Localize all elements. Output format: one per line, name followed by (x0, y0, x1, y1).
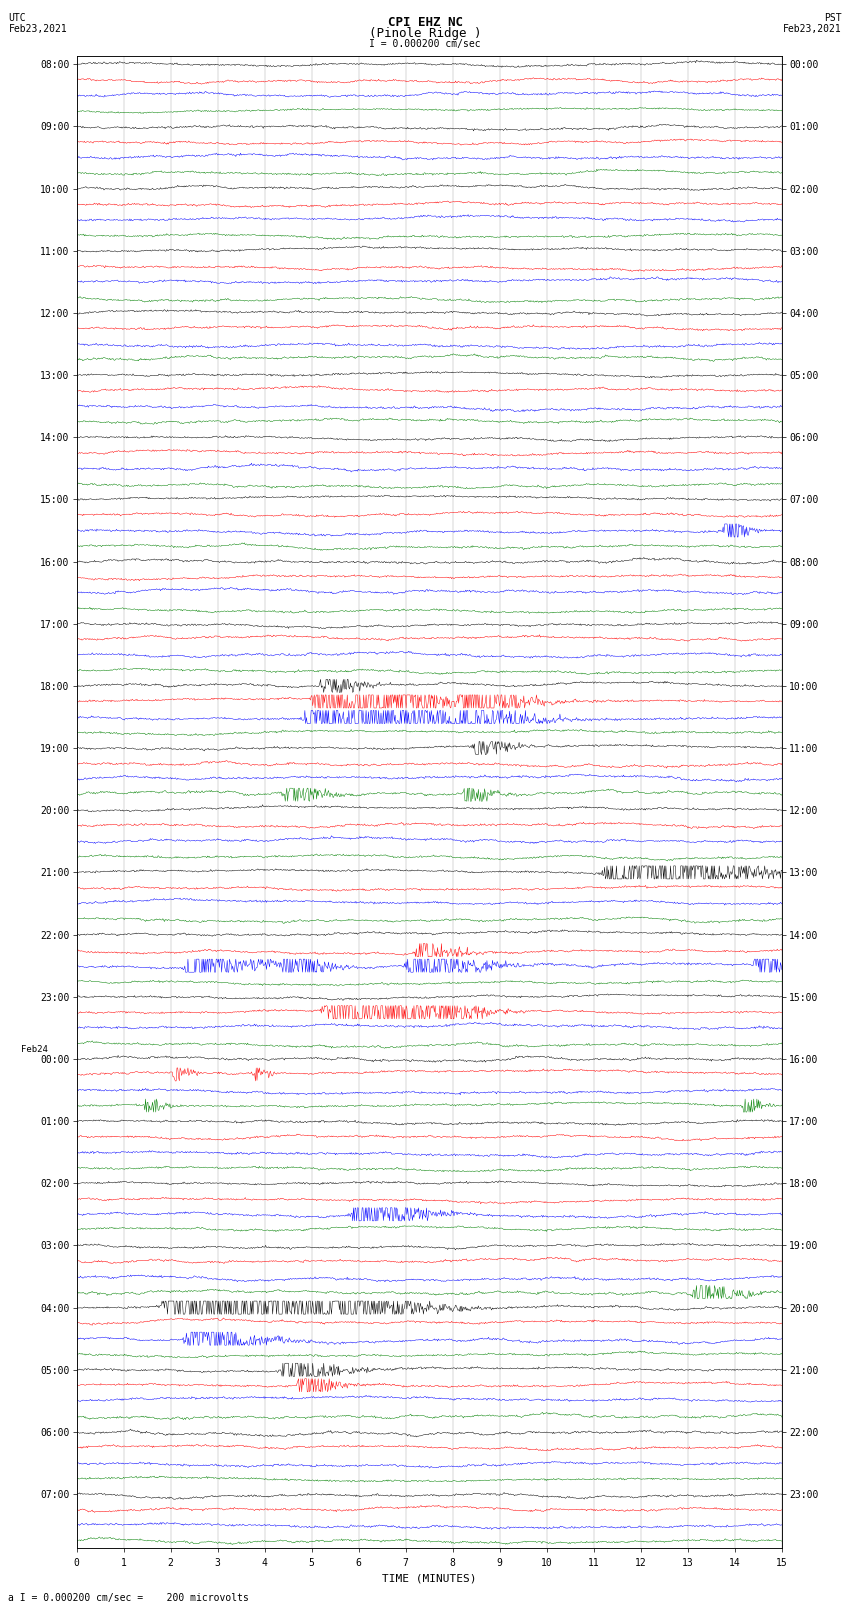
Text: PST: PST (824, 13, 842, 23)
Text: Feb23,2021: Feb23,2021 (783, 24, 842, 34)
Text: Feb24: Feb24 (21, 1045, 48, 1053)
X-axis label: TIME (MINUTES): TIME (MINUTES) (382, 1573, 477, 1582)
Text: UTC: UTC (8, 13, 26, 23)
Text: (Pinole Ridge ): (Pinole Ridge ) (369, 27, 481, 40)
Text: Feb23,2021: Feb23,2021 (8, 24, 67, 34)
Text: I = 0.000200 cm/sec: I = 0.000200 cm/sec (369, 39, 481, 48)
Text: a I = 0.000200 cm/sec =    200 microvolts: a I = 0.000200 cm/sec = 200 microvolts (8, 1594, 249, 1603)
Text: CPI EHZ NC: CPI EHZ NC (388, 16, 462, 29)
